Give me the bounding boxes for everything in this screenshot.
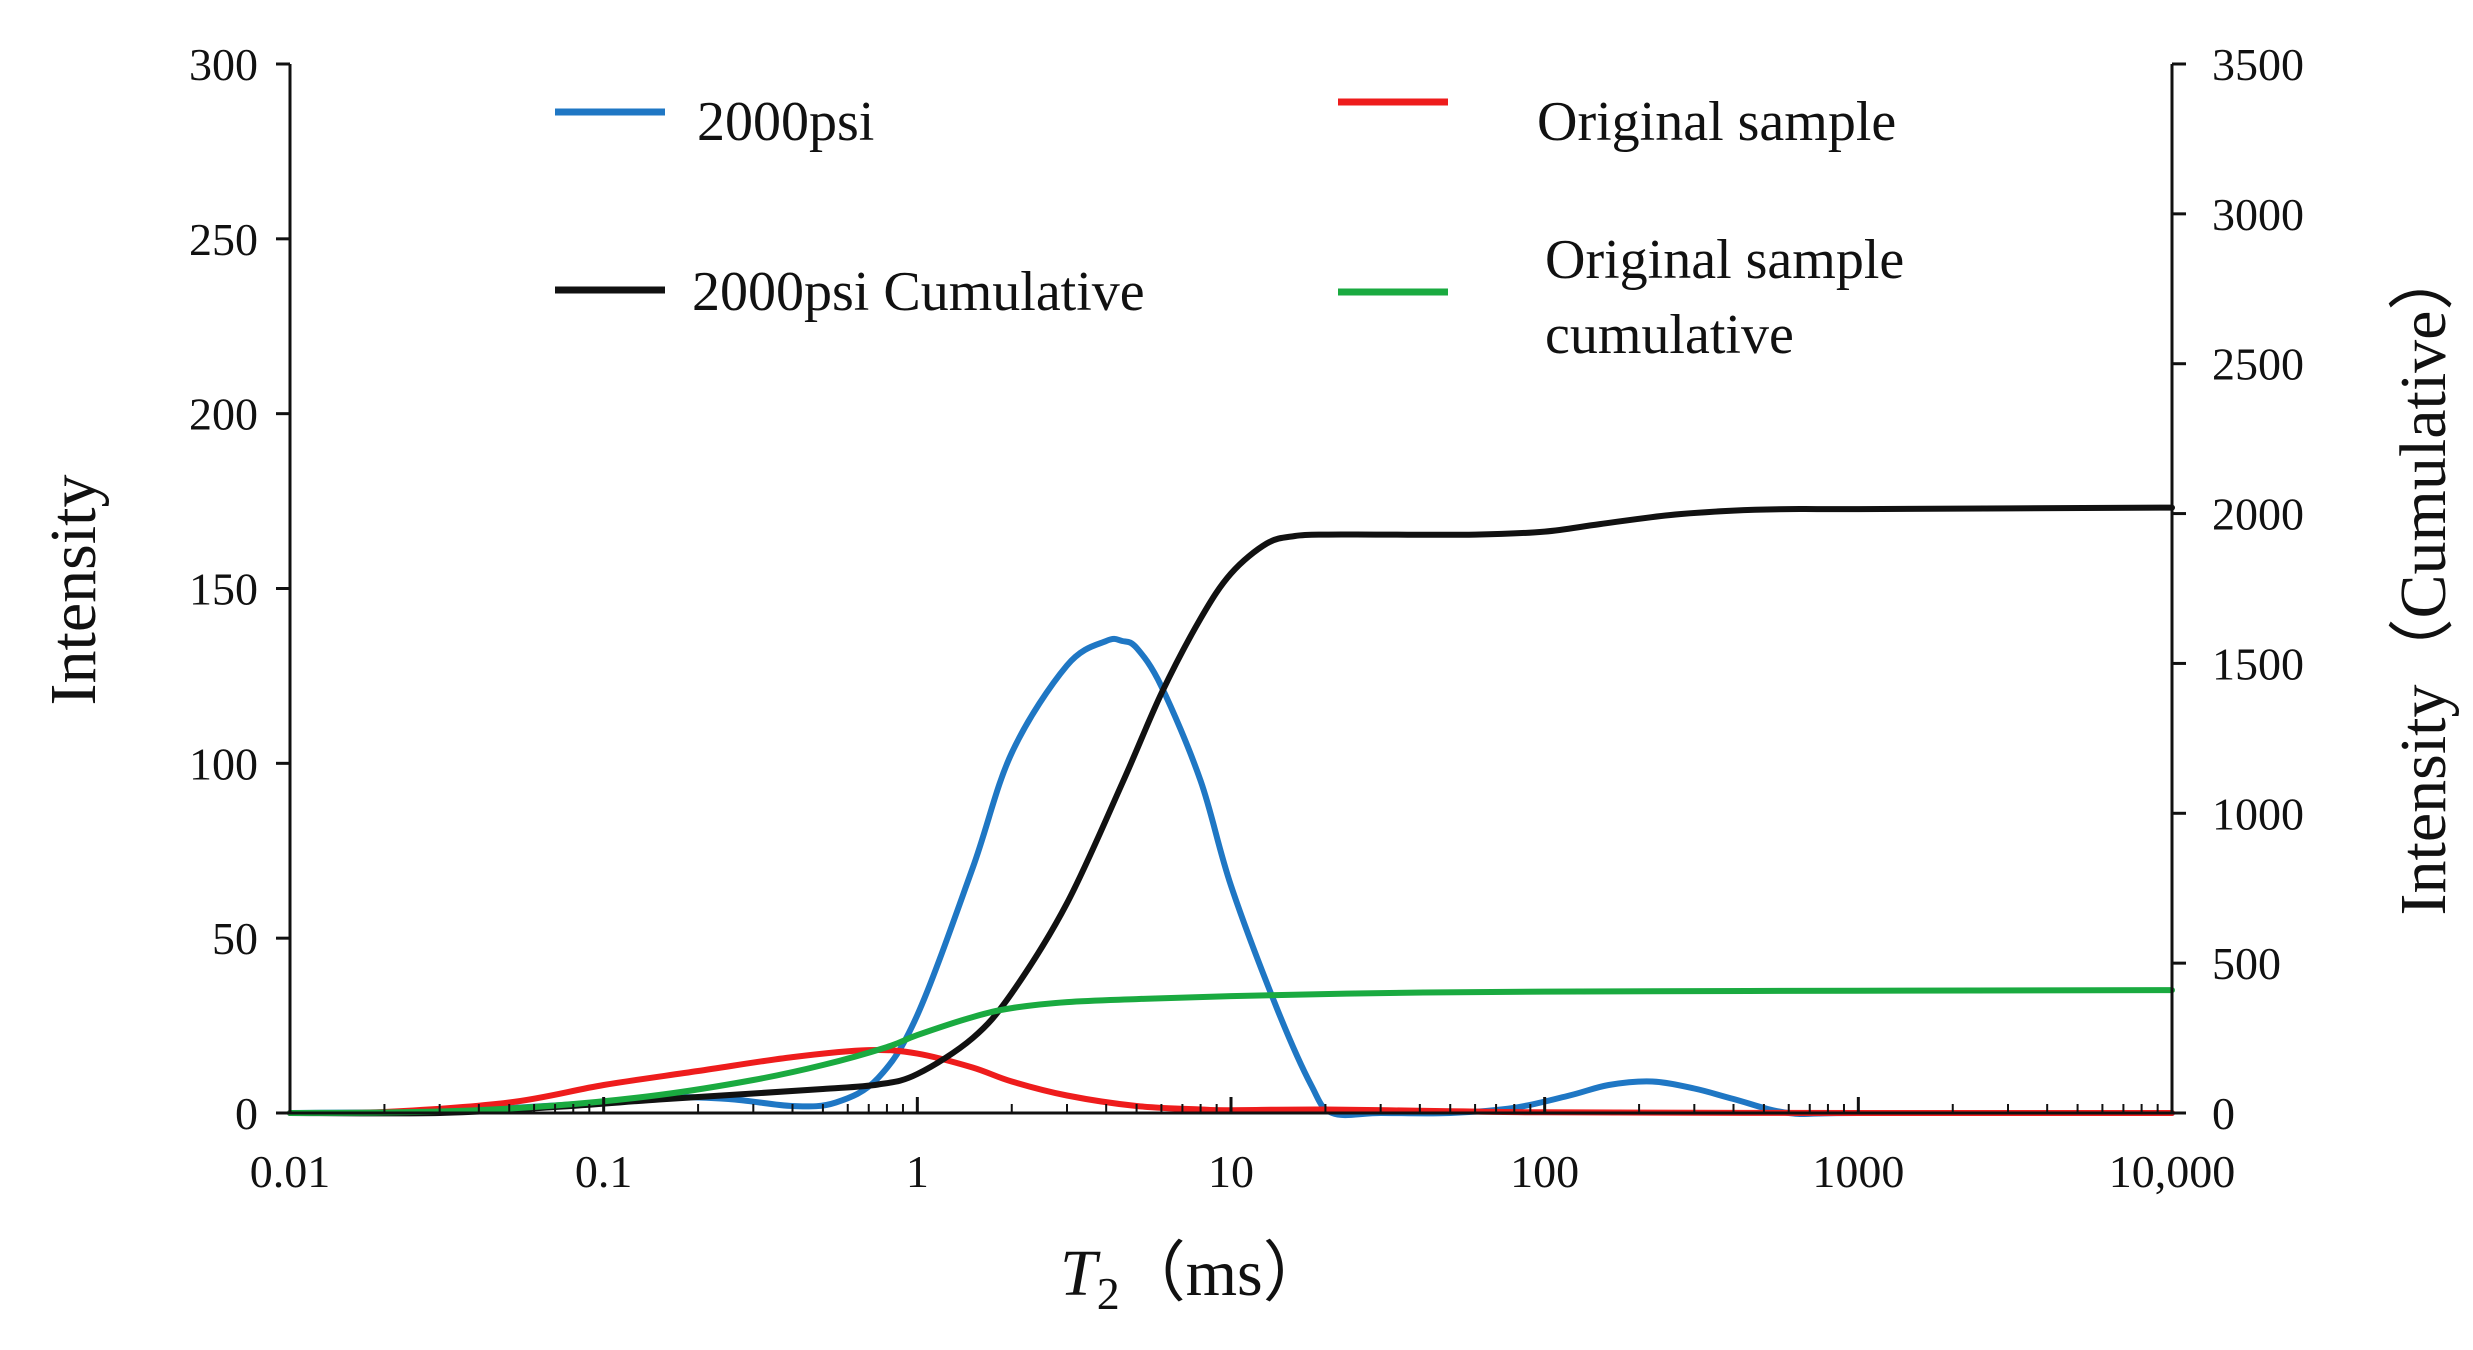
legend-label-2000psi: 2000psi xyxy=(697,91,874,153)
y2-tick-label: 1500 xyxy=(2212,638,2304,689)
x-tick-label: 0.01 xyxy=(250,1146,331,1197)
legend-label-original-cumulative: Original sample cumulative xyxy=(1545,229,1904,366)
series-line-original-cumulative xyxy=(287,987,2175,1116)
x-axis-title-unit: （ms） xyxy=(1120,1237,1329,1310)
series-line-2000psi xyxy=(287,635,2175,1119)
y2-tick-label: 2500 xyxy=(2212,339,2304,390)
series-line-2000psi-cumulative xyxy=(287,504,2175,1117)
y-tick-label: 100 xyxy=(189,738,258,789)
x-tick-label: 0.1 xyxy=(575,1146,633,1197)
x-tick-label: 10,000 xyxy=(2109,1146,2236,1197)
x-tick-label: 100 xyxy=(1510,1146,1579,1197)
x-tick-label: 1000 xyxy=(1812,1146,1904,1197)
y-tick-label: 300 xyxy=(189,39,258,90)
y-tick-label: 50 xyxy=(212,913,258,964)
y2-tick-label: 500 xyxy=(2212,938,2281,989)
legend-label-line: cumulative xyxy=(1545,304,1794,366)
x-axis-title: T2（ms） xyxy=(1060,1237,1329,1319)
x-axis-title-sub: 2 xyxy=(1097,1268,1120,1319)
y-tick-label: 200 xyxy=(189,389,258,440)
x-tick-label: 1 xyxy=(906,1146,929,1197)
x-axis-title-main: T xyxy=(1060,1237,1101,1310)
x-tick-label: 10 xyxy=(1208,1146,1254,1197)
y-tick-label: 150 xyxy=(189,564,258,615)
y-ticks-left: 0 50 100 150 200 250 300 xyxy=(189,39,290,1139)
y2-tick-label: 0 xyxy=(2212,1088,2235,1139)
legend: 2000psi Original sample 2000psi Cumulati… xyxy=(555,91,1904,366)
x-ticks: 0.01 0.1 1 10 100 1000 10,000 xyxy=(250,1097,2236,1197)
y-axis-title-left: Intensity xyxy=(37,475,110,706)
y2-tick-label: 3500 xyxy=(2212,39,2304,90)
y2-tick-label: 2000 xyxy=(2212,489,2304,540)
series-layer xyxy=(287,504,2175,1119)
y-ticks-right: 0 500 1000 1500 2000 2500 3000 3500 xyxy=(2172,39,2304,1139)
y2-tick-label: 3000 xyxy=(2212,189,2304,240)
legend-label-2000psi-cumulative: 2000psi Cumulative xyxy=(692,261,1145,323)
legend-label-line: Original sample xyxy=(1545,229,1904,291)
y2-tick-label: 1000 xyxy=(2212,788,2304,839)
y-axis-title-right: Intensity（Cumulative） xyxy=(2387,245,2460,916)
legend-label-original-sample: Original sample xyxy=(1537,91,1896,153)
y-tick-label: 0 xyxy=(235,1088,258,1139)
y-tick-label: 250 xyxy=(189,214,258,265)
